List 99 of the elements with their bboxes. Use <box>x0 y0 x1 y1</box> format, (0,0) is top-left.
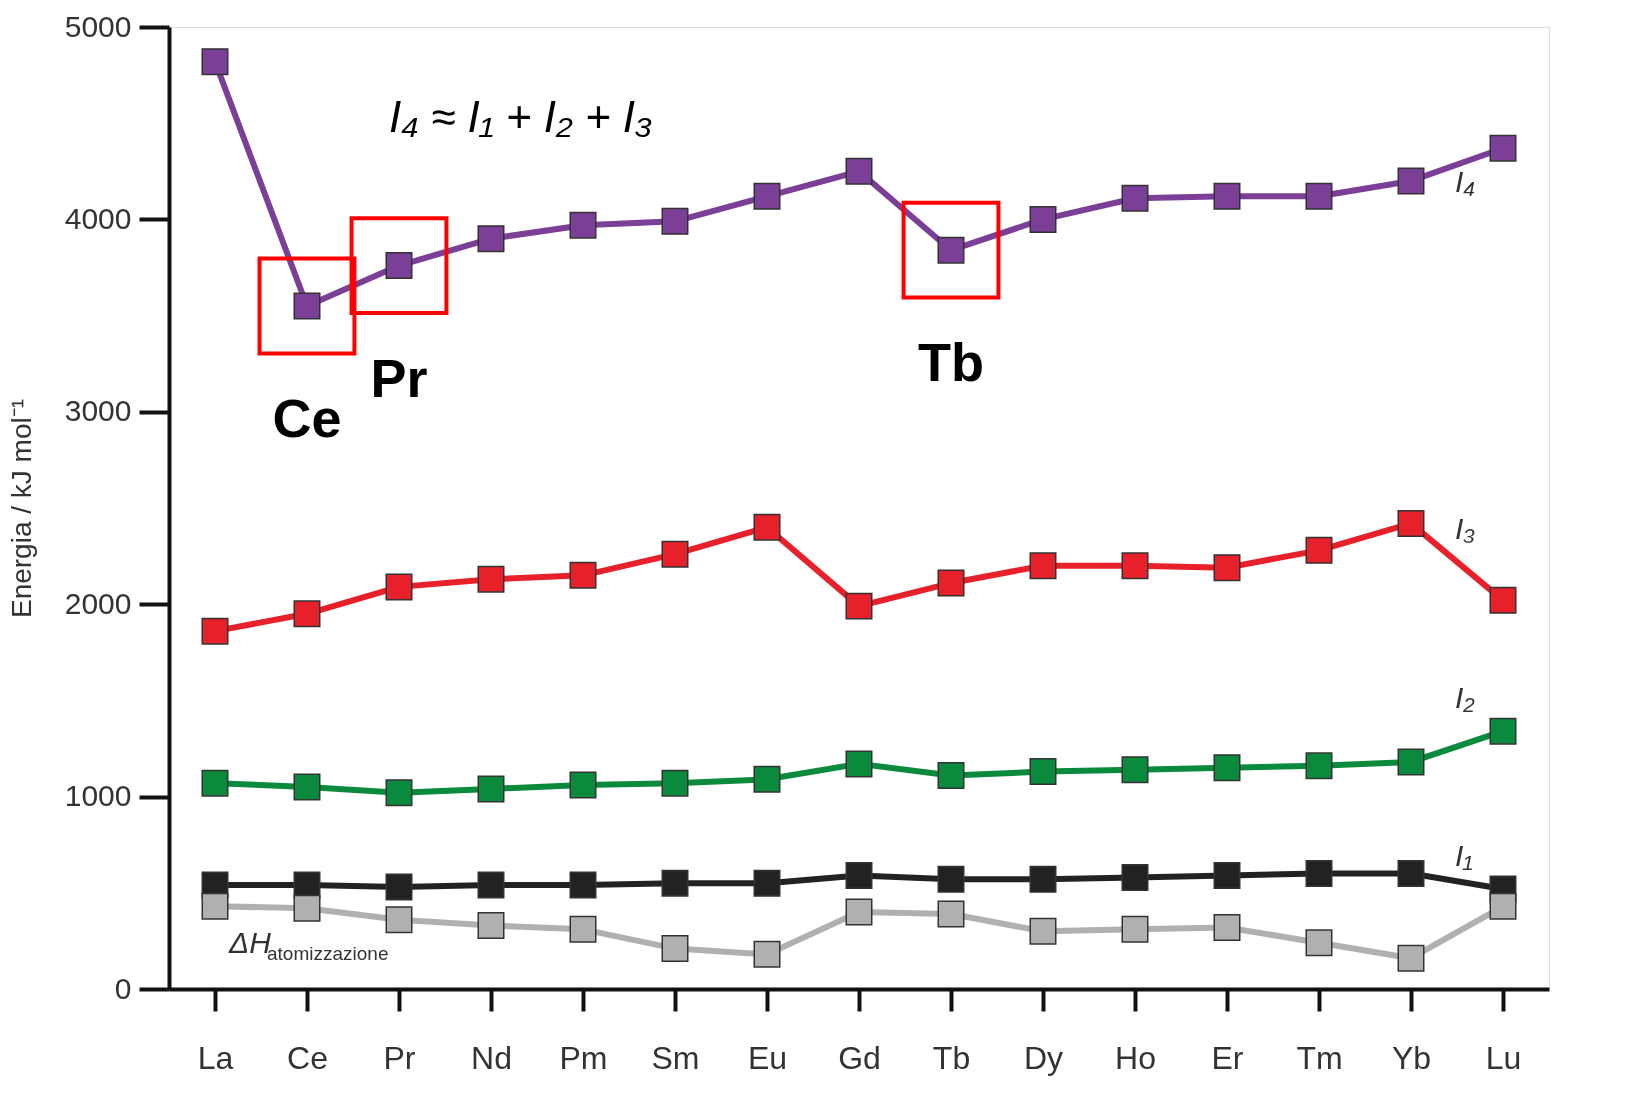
point <box>569 771 597 799</box>
point <box>661 869 689 897</box>
point <box>201 892 229 920</box>
x-tick-label: Yb <box>1391 1039 1432 1076</box>
point <box>1397 944 1425 972</box>
point <box>1489 134 1517 162</box>
y-axis-title: Energia / kJ mol⁻¹ <box>5 398 37 619</box>
point <box>937 569 965 597</box>
point <box>201 769 229 797</box>
x-tick-label: Nd <box>471 1039 512 1076</box>
point <box>1121 863 1149 891</box>
point <box>1489 892 1517 920</box>
point <box>1029 917 1057 945</box>
x-tick-label: Sm <box>651 1039 700 1076</box>
point <box>569 211 597 239</box>
point <box>1397 748 1425 776</box>
point <box>1305 536 1333 564</box>
point <box>753 182 781 210</box>
point <box>477 775 505 803</box>
annotation: I₄ ≈ I₁ + I₂ + I₃ <box>389 92 653 141</box>
point <box>1213 861 1241 889</box>
y-tick-label: 5000 <box>64 9 132 43</box>
point <box>1397 509 1425 537</box>
point <box>1029 758 1057 786</box>
point <box>385 573 413 601</box>
x-tick-label: Ce <box>287 1039 328 1076</box>
point <box>1029 205 1057 233</box>
point <box>1121 915 1149 943</box>
point <box>385 873 413 901</box>
point <box>385 779 413 807</box>
point <box>293 600 321 628</box>
point <box>477 912 505 939</box>
point <box>1029 865 1057 893</box>
point <box>845 898 873 926</box>
x-tick-label: La <box>197 1039 234 1076</box>
y-tick-label: 2000 <box>64 586 132 620</box>
x-tick-label: Pr <box>383 1039 416 1076</box>
point <box>661 540 689 568</box>
point <box>477 225 505 253</box>
annotation: Pr <box>370 347 428 408</box>
point <box>1489 586 1517 614</box>
x-tick-label: Er <box>1211 1039 1244 1076</box>
point <box>1213 754 1241 782</box>
point <box>845 750 873 778</box>
annotation: Tb <box>918 332 984 393</box>
point <box>1213 554 1241 582</box>
point <box>845 157 873 185</box>
point <box>293 894 321 922</box>
point <box>1305 752 1333 780</box>
x-tick-label: Gd <box>838 1039 881 1076</box>
point <box>753 765 781 793</box>
series-label: I₃ <box>1455 512 1476 546</box>
point <box>1029 552 1057 580</box>
x-tick-label: Dy <box>1023 1039 1064 1076</box>
point <box>845 592 873 620</box>
point <box>753 940 781 968</box>
point <box>293 773 321 801</box>
point <box>753 869 781 897</box>
point <box>661 769 689 797</box>
point <box>201 617 229 645</box>
point <box>1213 913 1241 941</box>
y-tick-label: 4000 <box>64 201 132 235</box>
point <box>753 513 781 541</box>
x-tick-label: Lu <box>1485 1039 1522 1076</box>
point <box>1213 182 1241 210</box>
point <box>661 207 689 235</box>
point <box>845 861 873 889</box>
point <box>1489 717 1517 745</box>
point <box>1305 182 1333 210</box>
point <box>569 871 597 899</box>
point <box>569 561 597 589</box>
point <box>385 906 413 934</box>
y-tick-label: 0 <box>114 971 132 1005</box>
series-label: I₂ <box>1455 681 1476 715</box>
annotation: Ce <box>272 387 342 448</box>
point <box>1121 756 1149 784</box>
point <box>1397 167 1425 195</box>
x-tick-label: Tm <box>1296 1039 1343 1076</box>
point <box>661 935 689 963</box>
point <box>1305 929 1333 957</box>
series-label: I₄ <box>1455 165 1476 199</box>
point <box>201 48 229 76</box>
point <box>477 871 505 899</box>
point <box>937 761 965 789</box>
point <box>1305 860 1333 888</box>
x-tick-label: Tb <box>932 1039 971 1076</box>
y-tick-label: 1000 <box>64 779 132 813</box>
series-label: I₁ <box>1455 838 1473 872</box>
point <box>477 565 505 593</box>
point <box>569 915 597 943</box>
x-tick-label: Ho <box>1115 1039 1156 1076</box>
point <box>937 865 965 893</box>
x-tick-label: Eu <box>747 1039 788 1076</box>
y-tick-label: 3000 <box>64 394 132 428</box>
x-tick-label: Pm <box>559 1039 608 1076</box>
point <box>937 900 965 928</box>
point <box>1397 860 1425 888</box>
point <box>1121 552 1149 580</box>
point <box>1121 184 1149 212</box>
